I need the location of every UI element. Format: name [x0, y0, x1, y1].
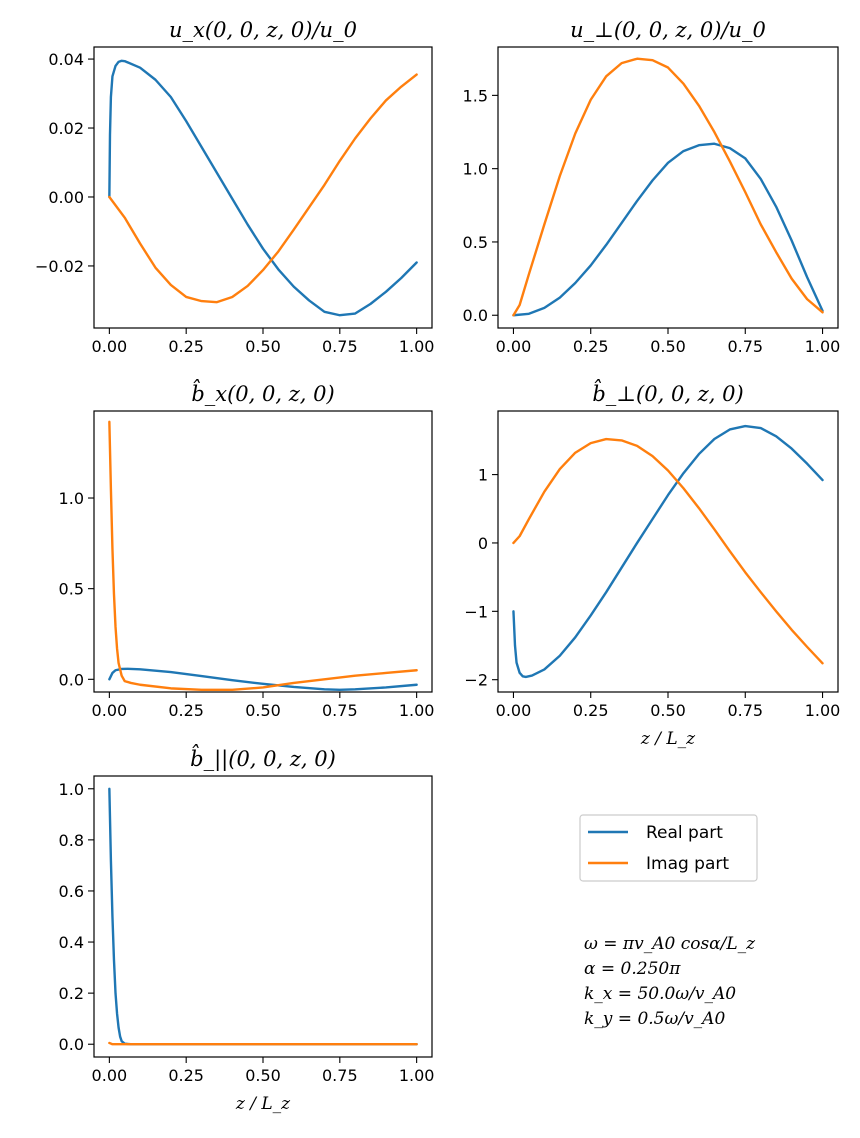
panel-5: b̂_||(0, 0, z, 0) 0.00 0.25 0.50 0.75 1.00 1.0…	[59, 744, 435, 1114]
y-tick-label: 0.04	[48, 50, 84, 69]
y-tick-label: 0.6	[59, 882, 84, 901]
series-real-line	[108, 59, 418, 317]
y-tick-label: 0.5	[463, 233, 488, 252]
x-tick-label: 0.00	[92, 701, 128, 720]
panel-title: u_⊥(0, 0, z, 0)/u_0	[570, 18, 766, 42]
y-tick-label: −1	[464, 602, 488, 621]
y-tick-label: 0.0	[59, 1035, 84, 1054]
y-tick-label: 1.5	[463, 86, 488, 105]
panel-3: b̂_x(0, 0, z, 0) 0.00 0.25 0.50 0.75 1.00 1.0 0…	[59, 379, 435, 720]
series-imag-line	[108, 73, 418, 304]
x-tick-label: 0.00	[496, 337, 532, 356]
y-tick-label: −2	[464, 671, 488, 690]
plot-frame	[93, 46, 433, 329]
x-tick-label: 0.00	[496, 701, 532, 720]
series-real-line	[512, 424, 824, 679]
plot-frame	[497, 410, 839, 693]
y-tick-label: 1.0	[59, 780, 84, 799]
x-tick-label: 1.00	[399, 337, 435, 356]
y-tick-label: 0.00	[48, 188, 84, 207]
series-imag-line	[512, 57, 824, 317]
y-tick-label: 0.0	[59, 670, 84, 689]
legend: Real part Imag part	[579, 814, 758, 882]
x-tick-label: 0.25	[168, 337, 204, 356]
y-tick-label: 0.4	[59, 933, 84, 952]
annotation-omega: ω = πv_A0 cosα/L_z	[584, 934, 756, 954]
x-tick-label: 0.50	[245, 1066, 281, 1085]
panel-2: u_⊥(0, 0, z, 0)/u_0 0.00 0.25 0.50 0.75 1.00 1…	[463, 18, 841, 356]
x-tick-label: 1.00	[805, 337, 841, 356]
plot-frame	[497, 46, 839, 329]
panel-title: b̂_x(0, 0, z, 0)	[191, 379, 334, 406]
panel-title: u_x(0, 0, z, 0)/u_0	[169, 18, 357, 42]
series-imag-line	[108, 1041, 418, 1046]
x-tick-label: 0.50	[650, 701, 686, 720]
y-tick-label: 0.02	[48, 119, 84, 138]
y-tick-label: −0.02	[35, 257, 84, 276]
x-axis-label: z / L_z	[640, 729, 696, 749]
x-tick-label: 0.75	[727, 337, 763, 356]
annotation-ky: k_y = 0.5ω/v_A0	[584, 1009, 725, 1029]
x-tick-label: 0.75	[322, 1066, 358, 1085]
x-tick-label: 1.00	[399, 701, 435, 720]
y-tick-label: 0	[478, 534, 488, 553]
x-tick-label: 1.00	[399, 1066, 435, 1085]
parameter-annotations: ω = πv_A0 cosα/L_z α = 0.250π k_x = 50.0…	[584, 934, 756, 1029]
y-tick-label: 1.0	[59, 489, 84, 508]
panel-4: b̂_⊥(0, 0, z, 0) 0.00 0.25 0.50 0.75 1.00 1 0 −1…	[464, 379, 840, 749]
legend-imag-label: Imag part	[646, 854, 729, 874]
annotation-alpha: α = 0.250π	[584, 959, 681, 979]
y-tick-label: 0.0	[463, 306, 488, 325]
panel-1: u_x(0, 0, z, 0)/u_0 0.00 0.25 0.50 0.75 1.00 0…	[35, 18, 434, 356]
panels: u_x(0, 0, z, 0)/u_00.00 0.25 0.50 0.75 1.000…	[35, 18, 840, 1114]
x-tick-label: 0.00	[92, 1066, 128, 1085]
series-imag-line	[512, 437, 824, 665]
panel-title: b̂_||(0, 0, z, 0)	[190, 744, 336, 772]
legend-real-label: Real part	[646, 823, 723, 843]
x-tick-label: 0.75	[322, 701, 358, 720]
x-tick-label: 0.25	[573, 337, 609, 356]
y-tick-label: 0.5	[59, 580, 84, 599]
plot-frame	[93, 410, 433, 693]
y-tick-label: 1.0	[463, 160, 488, 179]
annotation-kx: k_x = 50.0ω/v_A0	[584, 984, 736, 1004]
x-tick-label: 0.25	[573, 701, 609, 720]
x-tick-label: 0.50	[245, 701, 281, 720]
x-axis-label: z / L_z	[235, 1094, 291, 1114]
x-tick-label: 0.25	[168, 701, 204, 720]
y-tick-label: 0.2	[59, 984, 84, 1003]
x-tick-label: 0.75	[322, 337, 358, 356]
x-tick-label: 0.50	[650, 337, 686, 356]
plot-frame	[93, 775, 433, 1058]
series-imag-line	[108, 420, 418, 692]
series-real-line	[108, 787, 418, 1046]
series-real-line	[512, 142, 824, 317]
y-tick-label: 0.8	[59, 831, 84, 850]
series-real-line	[108, 667, 418, 692]
x-tick-label: 0.00	[92, 337, 128, 356]
x-tick-label: 0.75	[727, 701, 763, 720]
x-tick-label: 0.50	[245, 337, 281, 356]
panel-title: b̂_⊥(0, 0, z, 0)	[592, 379, 743, 406]
y-tick-label: 1	[478, 466, 488, 485]
x-tick-label: 1.00	[805, 701, 841, 720]
x-tick-label: 0.25	[168, 1066, 204, 1085]
